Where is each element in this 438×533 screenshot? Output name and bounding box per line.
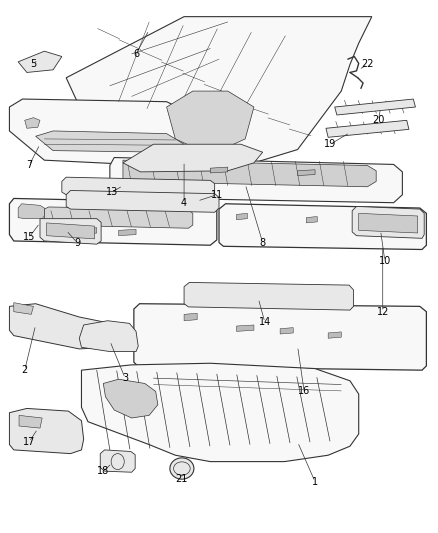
Polygon shape bbox=[44, 207, 193, 228]
Polygon shape bbox=[219, 204, 426, 249]
Text: 18: 18 bbox=[97, 466, 110, 476]
Polygon shape bbox=[46, 223, 95, 239]
Polygon shape bbox=[335, 99, 416, 115]
Polygon shape bbox=[18, 204, 44, 219]
Text: 9: 9 bbox=[74, 238, 80, 247]
Polygon shape bbox=[237, 325, 254, 332]
Text: 6: 6 bbox=[133, 49, 139, 59]
Polygon shape bbox=[134, 304, 426, 370]
Polygon shape bbox=[280, 328, 293, 334]
Polygon shape bbox=[326, 120, 409, 138]
Polygon shape bbox=[237, 213, 247, 220]
Polygon shape bbox=[10, 408, 84, 454]
Polygon shape bbox=[19, 415, 42, 428]
Polygon shape bbox=[79, 321, 138, 352]
Text: 19: 19 bbox=[324, 139, 336, 149]
Polygon shape bbox=[210, 167, 228, 173]
Text: 16: 16 bbox=[298, 386, 310, 397]
Text: 10: 10 bbox=[379, 256, 391, 266]
Polygon shape bbox=[166, 91, 254, 155]
Polygon shape bbox=[306, 216, 317, 223]
Polygon shape bbox=[103, 379, 158, 418]
Polygon shape bbox=[66, 190, 219, 212]
Text: 7: 7 bbox=[26, 160, 32, 171]
Polygon shape bbox=[18, 51, 62, 72]
Polygon shape bbox=[123, 160, 376, 187]
Text: 22: 22 bbox=[361, 60, 374, 69]
Polygon shape bbox=[184, 282, 353, 310]
Polygon shape bbox=[184, 313, 197, 321]
Text: 4: 4 bbox=[181, 198, 187, 208]
Text: 13: 13 bbox=[106, 187, 118, 197]
Text: 3: 3 bbox=[122, 373, 128, 383]
Text: 21: 21 bbox=[176, 474, 188, 484]
Polygon shape bbox=[14, 303, 33, 314]
Text: 5: 5 bbox=[30, 60, 36, 69]
Text: 8: 8 bbox=[260, 238, 266, 247]
Text: 2: 2 bbox=[21, 365, 28, 375]
Polygon shape bbox=[352, 206, 424, 238]
Text: 17: 17 bbox=[23, 437, 35, 447]
Polygon shape bbox=[10, 198, 217, 245]
Text: 20: 20 bbox=[372, 115, 385, 125]
Polygon shape bbox=[110, 158, 403, 203]
Polygon shape bbox=[123, 144, 263, 172]
Text: 12: 12 bbox=[377, 306, 389, 317]
Polygon shape bbox=[328, 332, 341, 338]
Polygon shape bbox=[62, 177, 215, 197]
Polygon shape bbox=[81, 364, 359, 462]
Text: 11: 11 bbox=[211, 190, 223, 200]
Polygon shape bbox=[88, 228, 97, 234]
Polygon shape bbox=[10, 304, 117, 349]
Polygon shape bbox=[25, 118, 40, 128]
Text: 15: 15 bbox=[23, 232, 35, 243]
Polygon shape bbox=[119, 229, 136, 236]
Ellipse shape bbox=[170, 458, 194, 479]
Polygon shape bbox=[51, 225, 60, 232]
Text: 1: 1 bbox=[312, 477, 318, 487]
Polygon shape bbox=[10, 99, 215, 165]
Polygon shape bbox=[66, 17, 372, 171]
Polygon shape bbox=[100, 450, 135, 472]
Text: 14: 14 bbox=[259, 317, 271, 327]
Polygon shape bbox=[297, 169, 315, 175]
Polygon shape bbox=[40, 219, 101, 244]
Polygon shape bbox=[35, 131, 184, 152]
Polygon shape bbox=[359, 213, 418, 233]
